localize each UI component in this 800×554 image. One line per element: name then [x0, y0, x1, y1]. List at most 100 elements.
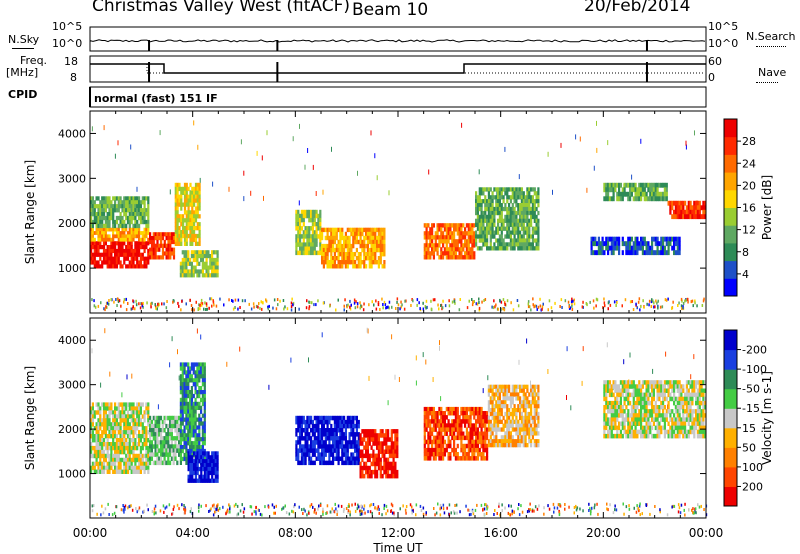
data-cell [482, 218, 485, 223]
scatter-speck [156, 307, 158, 311]
data-cell [594, 236, 597, 242]
data-cell [158, 460, 161, 466]
data-cell [361, 449, 364, 454]
scatter-speck [298, 307, 300, 311]
data-cell [537, 195, 540, 200]
data-cell [346, 415, 349, 421]
data-cell [117, 414, 120, 419]
data-cell [194, 463, 197, 468]
data-cell [149, 460, 152, 466]
data-cell [198, 378, 201, 383]
data-cell [181, 413, 184, 418]
scatter-speck [135, 299, 137, 303]
scatter-speck [432, 377, 434, 382]
data-cell [445, 247, 448, 252]
data-cell [201, 370, 204, 375]
data-cell [458, 255, 461, 260]
data-cell [216, 474, 219, 479]
data-cell [671, 236, 674, 242]
scatter-speck [105, 301, 108, 305]
scatter-speck [516, 299, 519, 302]
data-cell [355, 460, 358, 466]
data-cell [191, 470, 194, 476]
data-cell [621, 187, 624, 193]
data-cell [132, 430, 135, 435]
data-cell [322, 243, 325, 249]
data-cell [520, 218, 523, 223]
data-cell [115, 445, 118, 451]
scatter-speck [335, 308, 337, 312]
data-cell [125, 422, 128, 427]
scatter-speck [97, 304, 100, 308]
scatter-speck [282, 506, 285, 510]
data-cell [172, 423, 175, 429]
data-cell [189, 470, 192, 476]
data-cell [171, 239, 174, 245]
data-cell [533, 191, 536, 196]
data-cell [704, 214, 707, 220]
data-cell [110, 252, 113, 257]
data-cell [161, 255, 165, 260]
data-cell [341, 444, 344, 449]
scatter-speck [518, 503, 520, 506]
data-cell [114, 252, 117, 257]
data-cell [176, 190, 179, 195]
data-cell [519, 242, 522, 247]
data-cell [125, 212, 128, 217]
data-cell [370, 461, 373, 467]
data-cell [319, 419, 322, 425]
data-cell [136, 241, 139, 246]
data-cell [487, 191, 490, 196]
data-cell [198, 237, 201, 243]
data-cell [179, 397, 182, 403]
data-cell [643, 187, 646, 193]
data-cell [302, 452, 305, 457]
data-cell [185, 186, 188, 192]
data-cell [515, 242, 518, 247]
data-cell [190, 405, 193, 410]
data-cell [308, 432, 311, 437]
data-cell [651, 241, 654, 247]
scatter-speck [135, 507, 137, 510]
scatter-speck [150, 302, 152, 306]
scatter-speck [405, 505, 408, 508]
data-cell [520, 234, 523, 239]
data-cell [119, 200, 122, 205]
data-cell [330, 247, 333, 253]
data-cell [520, 242, 523, 247]
scatter-speck [373, 303, 375, 307]
data-cell [178, 241, 181, 246]
data-cell [520, 214, 523, 220]
data-cell [352, 444, 355, 449]
data-cell [491, 210, 494, 216]
data-cell [519, 234, 522, 239]
data-cell [99, 256, 102, 261]
data-cell [511, 230, 514, 235]
data-cell [93, 469, 96, 474]
scatter-speck [125, 308, 128, 312]
data-cell [152, 247, 155, 252]
scatter-speck [615, 304, 617, 307]
data-cell [695, 209, 698, 215]
data-cell [515, 199, 518, 204]
data-cell [216, 463, 219, 468]
data-cell [359, 243, 362, 249]
data-cell [357, 452, 360, 457]
data-cell [328, 432, 331, 437]
scatter-speck [637, 300, 640, 304]
data-cell [462, 235, 465, 240]
data-cell [99, 264, 102, 269]
data-cell [674, 241, 677, 247]
data-cell [394, 469, 397, 475]
data-cell [476, 246, 479, 251]
data-cell [145, 457, 148, 463]
data-cell [432, 247, 435, 252]
data-cell [372, 453, 375, 459]
data-cell [355, 227, 358, 233]
data-cell [102, 457, 106, 463]
scatter-speck [454, 301, 456, 305]
data-cell [493, 218, 496, 223]
data-cell [115, 196, 118, 201]
data-cell [183, 393, 186, 399]
data-cell [519, 195, 522, 200]
